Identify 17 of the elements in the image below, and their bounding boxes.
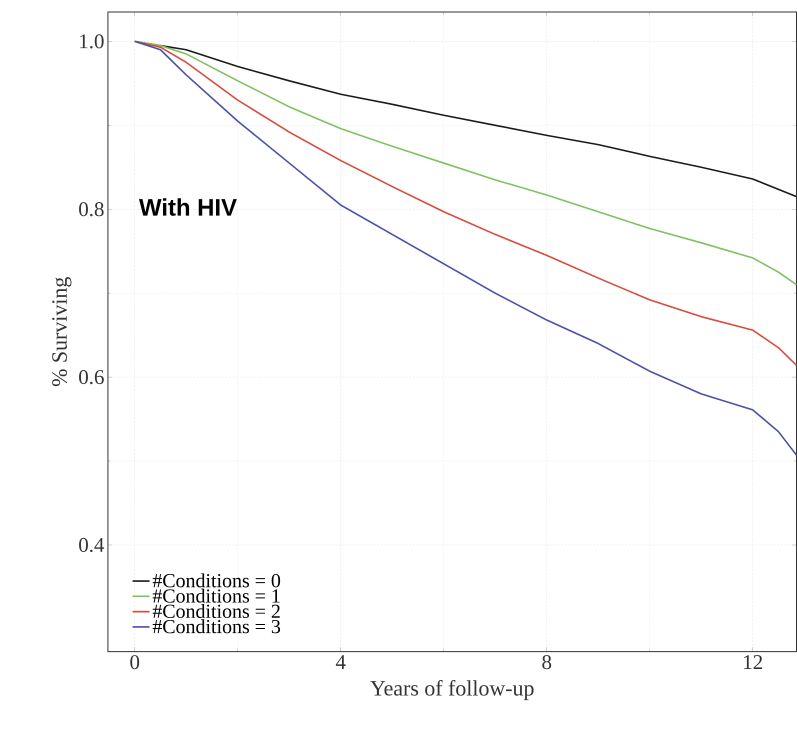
y-axis-title: % Surviving — [52, 277, 72, 386]
y-tick-label: 0.6 — [79, 370, 104, 384]
x-axis-title: Years of follow-up — [370, 680, 534, 700]
y-tick-label: 0.4 — [79, 538, 104, 552]
y-tick-label: 1.0 — [80, 34, 104, 49]
x-tick-label: 12 — [744, 655, 762, 670]
legend-label: #Conditions = 3 — [152, 620, 280, 634]
legend-label: #Conditions = 0 — [152, 574, 280, 588]
line-series — [134, 40, 797, 456]
x-tick-label: 4 — [336, 655, 346, 670]
annotation: With HIV — [139, 198, 237, 216]
x-tick-label: 8 — [542, 655, 552, 670]
x-tick-label: 0 — [130, 655, 140, 670]
legend-label: #Conditions = 2 — [152, 604, 280, 618]
y-tick-label: 0.8 — [79, 202, 104, 217]
legend-label: #Conditions = 1 — [152, 588, 280, 603]
line-series — [134, 40, 797, 286]
